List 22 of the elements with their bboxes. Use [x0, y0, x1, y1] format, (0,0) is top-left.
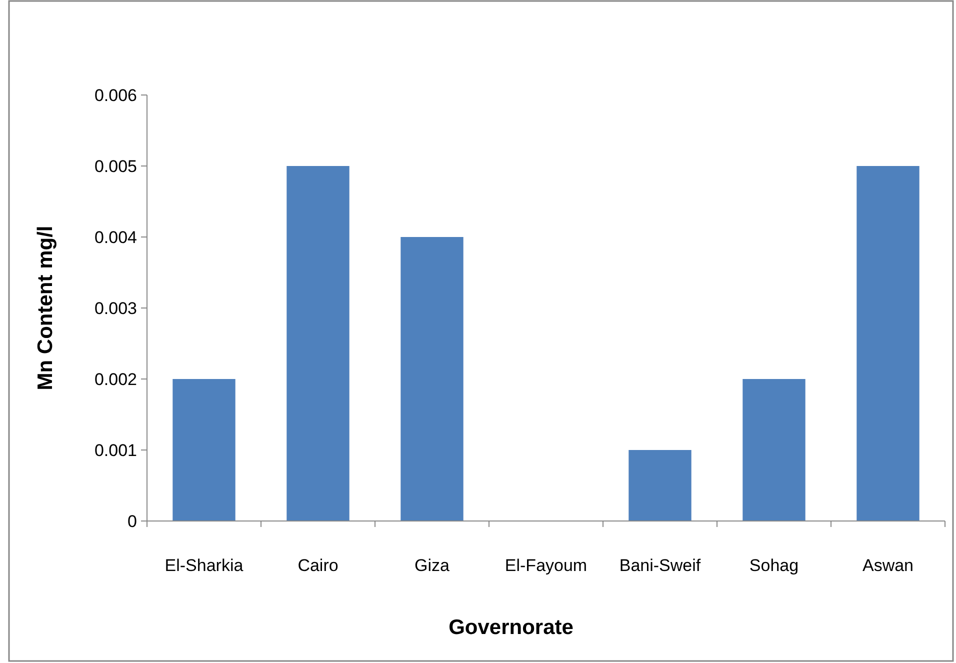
bar [856, 166, 920, 521]
y-axis-title: Mn Content mg/l [34, 226, 57, 390]
x-tick-label: Sohag [749, 556, 799, 575]
bar [172, 379, 236, 521]
x-tick-label: Giza [414, 556, 450, 575]
x-tick-label: El-Fayoum [504, 556, 588, 575]
x-axis-title: Governorate [448, 616, 574, 639]
x-tick-label: Aswan [862, 556, 914, 575]
bar [742, 379, 806, 521]
y-tick-label: 0.004 [94, 228, 137, 247]
bar [400, 237, 464, 521]
y-tick-label: 0 [128, 512, 137, 531]
y-tick-label: 0.005 [94, 156, 137, 176]
x-tick-label: El-Sharkia [164, 556, 244, 575]
bar [286, 166, 350, 521]
y-tick-label: 0.003 [94, 298, 137, 318]
y-tick-label: 0.002 [94, 370, 137, 389]
y-tick-label: 0.006 [94, 86, 137, 105]
y-tick-label: 0.001 [94, 440, 137, 460]
x-tick-label: Bani-Sweif [619, 556, 701, 575]
x-tick-label: Cairo [298, 556, 338, 575]
bar [628, 450, 692, 521]
